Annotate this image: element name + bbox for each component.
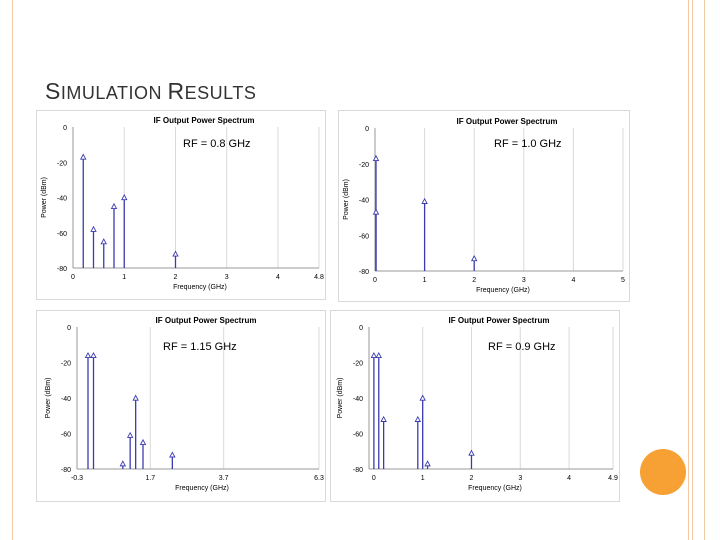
chart-title: IF Output Power Spectrum	[156, 316, 257, 325]
chart-title: IF Output Power Spectrum	[449, 316, 550, 325]
y-tick-label: 0	[359, 325, 363, 332]
spectrum-marker	[169, 451, 176, 458]
x-tick-label: 4	[567, 475, 571, 482]
chart-rf-0-9: IF Output Power Spectrum 0 -20 -40 -60 -80 0 1 2…	[330, 310, 620, 502]
spectrum-marker	[90, 225, 97, 232]
spectrum-marker	[126, 431, 134, 438]
decorative-line-left	[12, 0, 13, 540]
spectrum-marker	[110, 202, 118, 209]
x-tick-label: 4	[571, 277, 575, 284]
y-tick-label: -80	[353, 467, 363, 474]
x-tick-label: 0	[373, 277, 377, 284]
y-tick-label: -40	[61, 396, 71, 403]
x-tick-label: 3	[518, 475, 522, 482]
chart-rf-0-9-plot: IF Output Power Spectrum 0 -20 -40 -60 -80 0 1 2…	[337, 316, 618, 492]
x-tick-label: -0.3	[71, 475, 83, 482]
spectrum-marker	[372, 154, 380, 162]
x-tick-label: 3	[522, 277, 526, 284]
x-axis-label: Frequency (GHz)	[173, 284, 227, 291]
x-tick-label: 3.7	[219, 475, 229, 482]
chart-rf-1-0-annotation: RF = 1.0 GHz	[494, 138, 562, 150]
chart-rf-1-0-plot: IF Output Power Spectrum 0 -20 -40 -60 -80 0 1 2…	[343, 117, 625, 294]
x-axis-label: Frequency (GHz)	[476, 287, 530, 294]
slide-title-initial-1: S	[45, 78, 61, 104]
spectrum-marker	[424, 460, 431, 467]
spectrum-marker	[380, 415, 387, 422]
x-tick-label: 4.8	[314, 274, 324, 281]
x-tick-label: 0	[71, 274, 75, 281]
x-tick-label: 2	[472, 277, 476, 284]
slide-title: SIMULATION RESULTS	[45, 78, 256, 105]
spectrum-marker	[139, 438, 147, 446]
spectrum-marker	[80, 153, 87, 160]
chart-rf-0-8: IF Output Power Spectrum 0 -20 -40 -60 -80 0 1 2…	[36, 110, 326, 300]
y-tick-label: 0	[365, 126, 369, 133]
y-tick-label: -40	[353, 396, 363, 403]
spectrum-marker	[372, 208, 380, 215]
x-tick-label: 6.3	[314, 475, 324, 482]
x-tick-label: 4	[276, 274, 280, 281]
y-tick-label: -60	[359, 233, 369, 240]
x-tick-label: 3	[225, 274, 229, 281]
x-tick-label: 1	[423, 277, 427, 284]
y-axis-label: Power (dBm)	[337, 378, 344, 419]
y-tick-label: -20	[57, 160, 67, 167]
spectrum-marker	[100, 238, 107, 245]
x-axis-label: Frequency (GHz)	[175, 485, 229, 492]
y-tick-label: -80	[359, 269, 369, 276]
chart-rf-0-8-annotation: RF = 0.8 GHz	[183, 138, 251, 150]
spectrum-marker	[132, 394, 139, 401]
spectrum-marker	[470, 255, 478, 262]
y-axis-label: Power (dBm)	[41, 177, 48, 218]
y-tick-label: -40	[57, 196, 67, 203]
chart-title: IF Output Power Spectrum	[457, 117, 558, 126]
chart-rf-0-9-annotation: RF = 0.9 GHz	[488, 341, 556, 353]
y-axis-label: Power (dBm)	[45, 378, 52, 419]
y-tick-label: -60	[57, 231, 67, 238]
x-tick-label: 0	[372, 475, 376, 482]
y-tick-label: -40	[359, 198, 369, 205]
y-tick-label: 0	[63, 125, 67, 132]
y-axis-label: Power (dBm)	[343, 179, 350, 220]
slide-title-part-2: ESULTS	[184, 83, 257, 103]
spectrum-marker	[84, 351, 92, 359]
x-axis-label: Frequency (GHz)	[468, 485, 522, 492]
y-tick-label: -20	[353, 361, 363, 368]
chart-rf-1-0: IF Output Power Spectrum 0 -20 -40 -60 -80 0 1 2…	[338, 110, 630, 302]
chart-rf-0-8-plot: IF Output Power Spectrum 0 -20 -40 -60 -80 0 1 2…	[41, 116, 324, 291]
y-tick-label: -60	[61, 432, 71, 439]
x-tick-label: 5	[621, 277, 625, 284]
y-tick-label: -20	[359, 162, 369, 169]
y-tick-label: -80	[57, 266, 67, 273]
chart-rf-1-15-plot: IF Output Power Spectrum 0 -20 -40 -60 -80-0.…	[45, 316, 324, 492]
slide-title-initial-2: R	[167, 78, 185, 104]
spectrum-marker	[370, 351, 378, 359]
spectrum-marker	[172, 250, 179, 257]
decorative-band-right	[692, 0, 705, 540]
spectrum-marker	[421, 197, 428, 204]
spectrum-marker	[375, 351, 383, 359]
chart-rf-1-15-annotation: RF = 1.15 GHz	[163, 341, 237, 353]
decorative-line-right	[688, 0, 689, 540]
y-tick-label: 0	[67, 325, 71, 332]
x-tick-label: 2	[470, 475, 474, 482]
x-tick-label: 1.7	[145, 475, 155, 482]
spectrum-marker	[468, 449, 475, 456]
spectrum-marker	[414, 415, 422, 422]
decorative-circle	[640, 449, 686, 495]
x-tick-label: 2	[174, 274, 178, 281]
spectrum-marker	[419, 394, 426, 401]
spectrum-marker	[121, 194, 128, 201]
chart-title: IF Output Power Spectrum	[154, 116, 255, 125]
y-tick-label: -20	[61, 361, 71, 368]
y-tick-label: -80	[61, 467, 71, 474]
spectrum-marker	[90, 351, 97, 359]
x-tick-label: 1	[122, 274, 126, 281]
x-tick-label: 1	[421, 475, 425, 482]
y-tick-label: -60	[353, 432, 363, 439]
spectrum-marker	[119, 460, 127, 467]
x-tick-label: 4.9	[608, 475, 618, 482]
slide-title-part-1: IMULATION	[60, 83, 168, 103]
chart-rf-1-15: IF Output Power Spectrum 0 -20 -40 -60 -80 -0.…	[36, 310, 326, 502]
